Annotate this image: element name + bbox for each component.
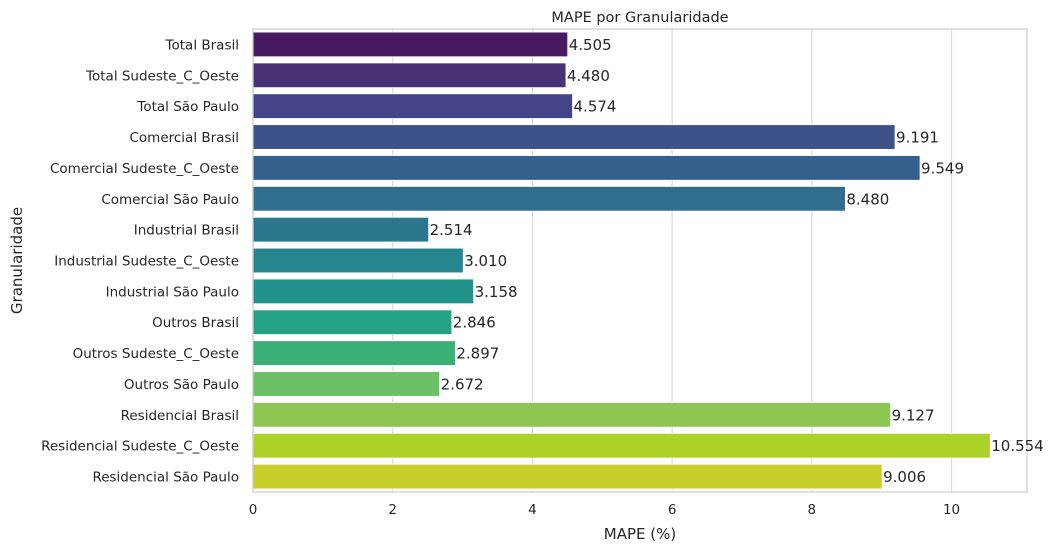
data-label: 4.505 bbox=[569, 36, 612, 54]
bar bbox=[252, 155, 921, 181]
y-tick-labels: Total Brasil Total Sudeste_C_Oeste Total S… bbox=[41, 37, 239, 485]
bar bbox=[252, 371, 441, 397]
bar bbox=[252, 463, 883, 490]
x-tick-label: 8 bbox=[808, 502, 817, 518]
y-tick-label: Comercial Sudeste_C_Oeste bbox=[50, 161, 239, 177]
y-tick-label: Total Sudeste_C_Oeste bbox=[85, 68, 239, 84]
y-tick-label: Industrial Brasil bbox=[134, 223, 239, 239]
bar bbox=[252, 124, 896, 150]
data-label: 2.897 bbox=[456, 345, 499, 363]
data-label: 3.010 bbox=[464, 252, 507, 270]
data-label: 4.574 bbox=[574, 98, 617, 116]
data-label: 10.554 bbox=[991, 437, 1044, 455]
data-labels: 4.505 4.480 4.574 9.191 9.549 8.480 2.514 3.010… bbox=[430, 36, 1044, 486]
data-label: 9.006 bbox=[883, 468, 926, 486]
y-tick-label: Total São Paulo bbox=[136, 99, 239, 115]
y-tick-label: Outros São Paulo bbox=[124, 377, 239, 393]
bar bbox=[252, 309, 453, 335]
y-tick-label: Residencial São Paulo bbox=[92, 470, 239, 486]
bar bbox=[252, 216, 430, 243]
data-label: 9.127 bbox=[892, 406, 935, 424]
x-tick-label: 4 bbox=[528, 502, 537, 518]
chart-title: MAPE por Granularidade bbox=[551, 10, 728, 26]
data-label: 2.846 bbox=[453, 314, 496, 332]
bar bbox=[252, 340, 456, 366]
data-label: 9.191 bbox=[896, 129, 939, 147]
bar bbox=[252, 93, 573, 119]
x-tick-labels: 0 2 4 6 8 10 bbox=[249, 502, 960, 518]
data-label: 4.480 bbox=[567, 67, 610, 85]
data-label: 2.514 bbox=[430, 221, 473, 239]
x-tick-label: 0 bbox=[249, 502, 258, 518]
data-label: 9.549 bbox=[921, 159, 964, 177]
y-axis-label: Granularidade bbox=[8, 207, 26, 314]
data-label: 2.672 bbox=[441, 375, 484, 393]
y-tick-label: Total Brasil bbox=[165, 37, 239, 53]
y-tick-label: Residencial Sudeste_C_Oeste bbox=[41, 439, 239, 455]
bar bbox=[252, 402, 891, 428]
bars bbox=[252, 31, 991, 490]
x-tick-label: 2 bbox=[388, 502, 397, 518]
y-tick-label: Industrial Sudeste_C_Oeste bbox=[54, 254, 239, 270]
bar bbox=[252, 186, 846, 212]
data-label: 8.480 bbox=[846, 190, 889, 208]
x-tick-label: 10 bbox=[943, 502, 960, 518]
x-axis-label: MAPE (%) bbox=[604, 525, 676, 543]
y-tick-label: Comercial São Paulo bbox=[101, 192, 239, 208]
bar bbox=[252, 247, 464, 274]
y-tick-label: Outros Brasil bbox=[152, 315, 239, 331]
x-tick-label: 6 bbox=[668, 502, 677, 518]
y-tick-label: Outros Sudeste_C_Oeste bbox=[73, 346, 239, 362]
bar bbox=[252, 278, 475, 305]
y-tick-label: Industrial São Paulo bbox=[106, 284, 239, 300]
bar bbox=[252, 62, 567, 89]
bar bbox=[252, 432, 991, 459]
y-tick-label: Comercial Brasil bbox=[129, 130, 239, 146]
bar bbox=[252, 31, 569, 58]
plot-frame bbox=[252, 28, 1028, 493]
data-label: 3.158 bbox=[475, 283, 518, 301]
y-tick-label: Residencial Brasil bbox=[121, 408, 239, 424]
